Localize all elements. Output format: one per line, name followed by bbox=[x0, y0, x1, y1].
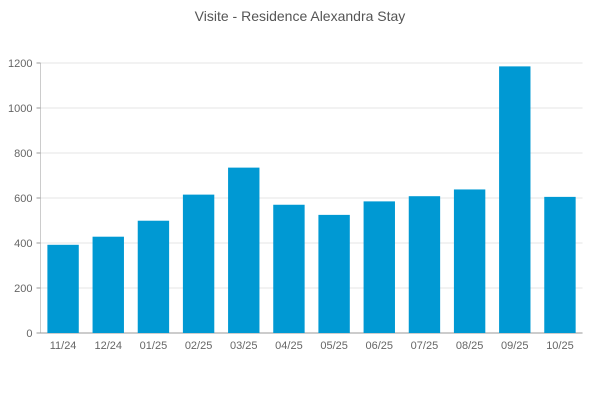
svg-text:1000: 1000 bbox=[8, 103, 32, 115]
svg-text:11/24: 11/24 bbox=[50, 340, 77, 352]
svg-text:12/24: 12/24 bbox=[94, 340, 122, 352]
svg-text:400: 400 bbox=[14, 238, 32, 250]
svg-text:09/25: 09/25 bbox=[501, 340, 529, 352]
svg-text:200: 200 bbox=[14, 283, 32, 295]
svg-text:03/25: 03/25 bbox=[230, 340, 258, 352]
svg-text:0: 0 bbox=[26, 328, 32, 340]
svg-text:02/25: 02/25 bbox=[185, 340, 213, 352]
svg-text:10/25: 10/25 bbox=[546, 340, 574, 352]
svg-text:08/25: 08/25 bbox=[456, 340, 484, 352]
svg-text:04/25: 04/25 bbox=[275, 340, 303, 352]
svg-text:05/25: 05/25 bbox=[320, 340, 348, 352]
svg-text:800: 800 bbox=[14, 148, 32, 160]
svg-text:1200: 1200 bbox=[8, 58, 32, 70]
svg-text:600: 600 bbox=[14, 193, 32, 205]
svg-text:07/25: 07/25 bbox=[411, 340, 439, 352]
svg-text:06/25: 06/25 bbox=[366, 340, 394, 352]
svg-text:01/25: 01/25 bbox=[140, 340, 168, 352]
